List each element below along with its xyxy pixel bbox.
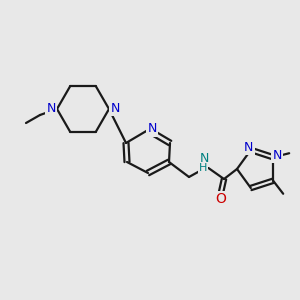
Text: N: N <box>147 122 157 136</box>
Text: N: N <box>199 152 209 166</box>
Text: N: N <box>46 101 56 115</box>
Text: H: H <box>199 163 207 173</box>
Text: N: N <box>272 149 282 162</box>
Text: O: O <box>216 192 226 206</box>
Text: N: N <box>244 142 254 154</box>
Text: N: N <box>110 101 120 115</box>
